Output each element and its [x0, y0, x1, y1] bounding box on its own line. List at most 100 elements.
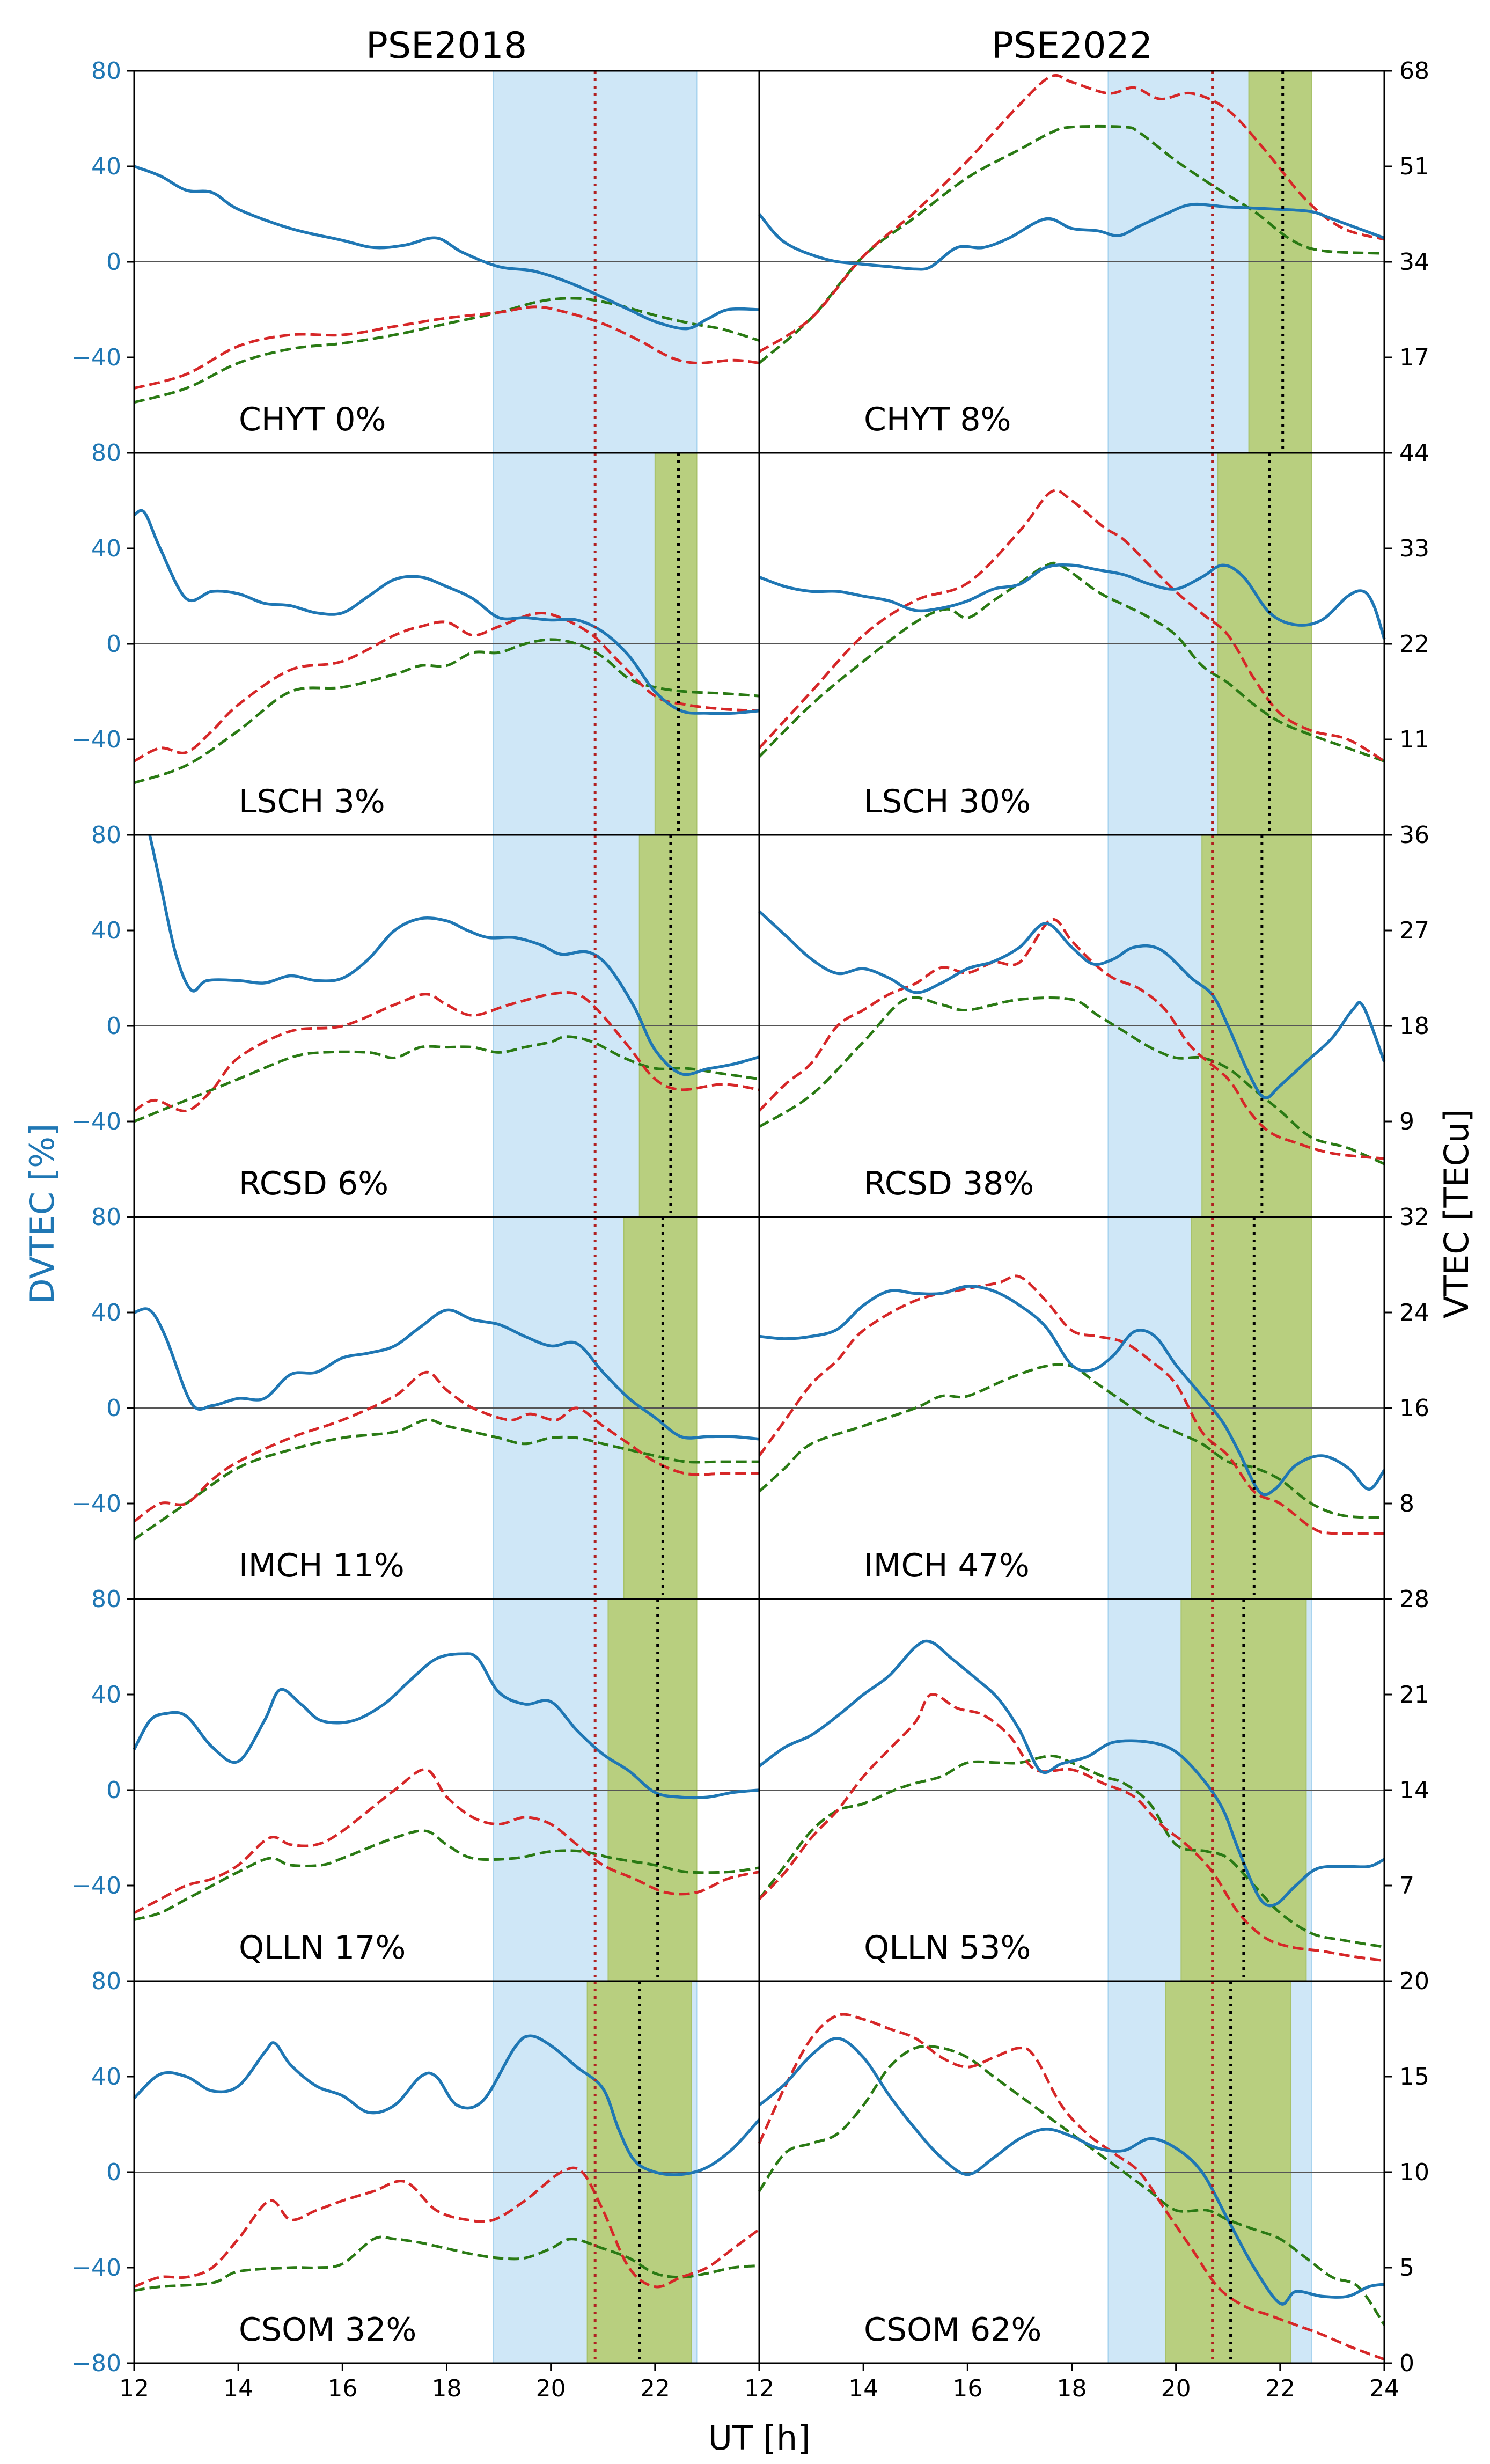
column-title-pse2022: PSE2022: [992, 25, 1153, 67]
right-tick-label: 11: [1399, 726, 1429, 753]
left-tick-label: 40: [91, 153, 121, 180]
x-tick-label: 18: [432, 2375, 462, 2402]
station-label: LSCH 30%: [864, 783, 1031, 820]
left-tick-label: 0: [106, 248, 121, 276]
x-tick-label: 20: [536, 2375, 566, 2402]
left-tick-label: 80: [91, 1586, 121, 1613]
station-label: QLLN 53%: [864, 1929, 1031, 1967]
dvtec-line: [759, 563, 1386, 640]
right-tick-label: 44: [1399, 439, 1429, 467]
left-tick-label: −40: [71, 1490, 121, 1517]
right-tick-label: 9: [1399, 1108, 1414, 1135]
right-tick-label: 27: [1399, 917, 1429, 944]
dvtec-line: [758, 202, 1385, 271]
right-axis-label: VTEC [TECu]: [1437, 1109, 1476, 1318]
panel-rcsd-2022: RCSD 38% 36 27 18 9: [758, 822, 1429, 1218]
left-tick-label: 0: [106, 2159, 121, 2186]
left-tick-label: −40: [71, 2254, 121, 2282]
vtec-reference-line: [134, 2235, 760, 2292]
right-tick-label: 10: [1399, 2159, 1429, 2186]
x-tick-label: 12: [119, 2375, 149, 2402]
vtec-eclipse-line: [758, 74, 1385, 353]
panel-qlln-2022: QLLN 53% 28 21 14 7: [758, 1586, 1429, 1982]
station-label: RCSD 6%: [239, 1165, 388, 1202]
station-label: RCSD 38%: [864, 1165, 1034, 1202]
panel-qlln-2018: QLLN 17% 80 40 0 −40: [71, 1586, 760, 1982]
right-tick-label: 7: [1399, 1872, 1414, 1900]
x-tick-label: 14: [223, 2375, 253, 2402]
panel-imch-2018: IMCH 11% 80 40 0 −40: [71, 1204, 760, 1600]
station-label: QLLN 17%: [239, 1929, 406, 1967]
right-tick-label: 17: [1399, 344, 1429, 371]
right-tick-label: 0: [1399, 2350, 1414, 2377]
vtec-eclipse-line: [758, 1274, 1385, 1535]
left-tick-label: 80: [91, 1968, 121, 1995]
right-tick-label: 33: [1399, 535, 1429, 562]
panel-lsch-2018: LSCH 3% 80 40 0 −40: [71, 439, 760, 836]
right-tick-label: 24: [1399, 1299, 1429, 1326]
vtec-reference-line: [134, 297, 760, 404]
vtec-eclipse-line: [758, 489, 1385, 762]
left-axis-label: DVTEC [%]: [23, 1124, 62, 1304]
vtec-reference-line: [134, 638, 760, 784]
x-tick-label: 18: [1057, 2375, 1087, 2402]
left-tick-label: 40: [91, 1299, 121, 1326]
left-tick-label: −40: [71, 726, 121, 753]
dvtec-line: [758, 1639, 1385, 1908]
right-tick-label: 15: [1399, 2063, 1429, 2091]
station-label: CHYT 0%: [239, 401, 386, 438]
vtec-eclipse-line: [134, 2166, 760, 2289]
dvtec-line: [759, 1285, 1386, 1497]
right-tick-label: 18: [1399, 1013, 1429, 1040]
left-tick-label: 40: [91, 2063, 121, 2091]
dvtec-line: [148, 834, 760, 1076]
x-tick-label: 12: [744, 2375, 774, 2402]
x-tick-label: 24: [1369, 2375, 1399, 2402]
left-tick-label: 80: [91, 822, 121, 849]
vtec-reference-line: [133, 1418, 759, 1541]
panel-csom-2022: CSOM 62% 20 15 10 5 0 14 16 18 20 22 24: [758, 1968, 1429, 2402]
vtec-reference-line: [758, 996, 1385, 1165]
vtec-reference-line: [134, 1829, 760, 1922]
vtec-reference-line: [758, 124, 1385, 364]
vtec-reference-line: [134, 1035, 760, 1123]
left-tick-label: 40: [91, 917, 121, 944]
right-tick-label: 36: [1399, 822, 1429, 849]
left-tick-label: 80: [91, 57, 121, 85]
station-label: CSOM 62%: [864, 2311, 1041, 2349]
dvtec-line: [133, 1652, 760, 1800]
right-tick-label: 51: [1399, 153, 1429, 180]
right-tick-label: 22: [1399, 630, 1429, 658]
x-axis-label: UT [h]: [708, 2418, 811, 2458]
x-tick-label: 20: [1161, 2375, 1191, 2402]
vtec-reference-line: [758, 561, 1385, 762]
left-tick-label: 0: [106, 1777, 121, 1804]
station-label: CHYT 8%: [864, 401, 1011, 438]
panel-imch-2022: IMCH 47% 32 24 16 8: [758, 1204, 1429, 1600]
dvtec-line: [134, 165, 760, 331]
right-tick-label: 14: [1399, 1777, 1429, 1804]
x-tick-label: 16: [327, 2375, 357, 2402]
dvtec-line: [134, 1307, 760, 1441]
right-tick-label: 28: [1399, 1586, 1429, 1613]
x-tick-label: 16: [952, 2375, 982, 2402]
x-tick-label: 14: [848, 2375, 878, 2402]
vtec-eclipse-line: [758, 918, 1385, 1160]
left-tick-label: 0: [106, 1013, 121, 1040]
vtec-eclipse-line: [133, 1768, 760, 1915]
vtec-eclipse-line: [133, 612, 760, 762]
right-tick-label: 32: [1399, 1204, 1429, 1231]
left-tick-label: 40: [91, 1681, 121, 1708]
left-tick-label: −40: [71, 1872, 121, 1900]
left-tick-label: −80: [71, 2350, 121, 2377]
station-label: IMCH 47%: [864, 1547, 1030, 1585]
left-tick-label: 40: [91, 535, 121, 562]
right-tick-label: 20: [1399, 1968, 1429, 1995]
dvtec-line: [758, 2037, 1385, 2306]
vtec-reference-line: [758, 2044, 1386, 2326]
left-tick-label: 0: [106, 1395, 121, 1422]
left-tick-label: 0: [106, 630, 121, 658]
